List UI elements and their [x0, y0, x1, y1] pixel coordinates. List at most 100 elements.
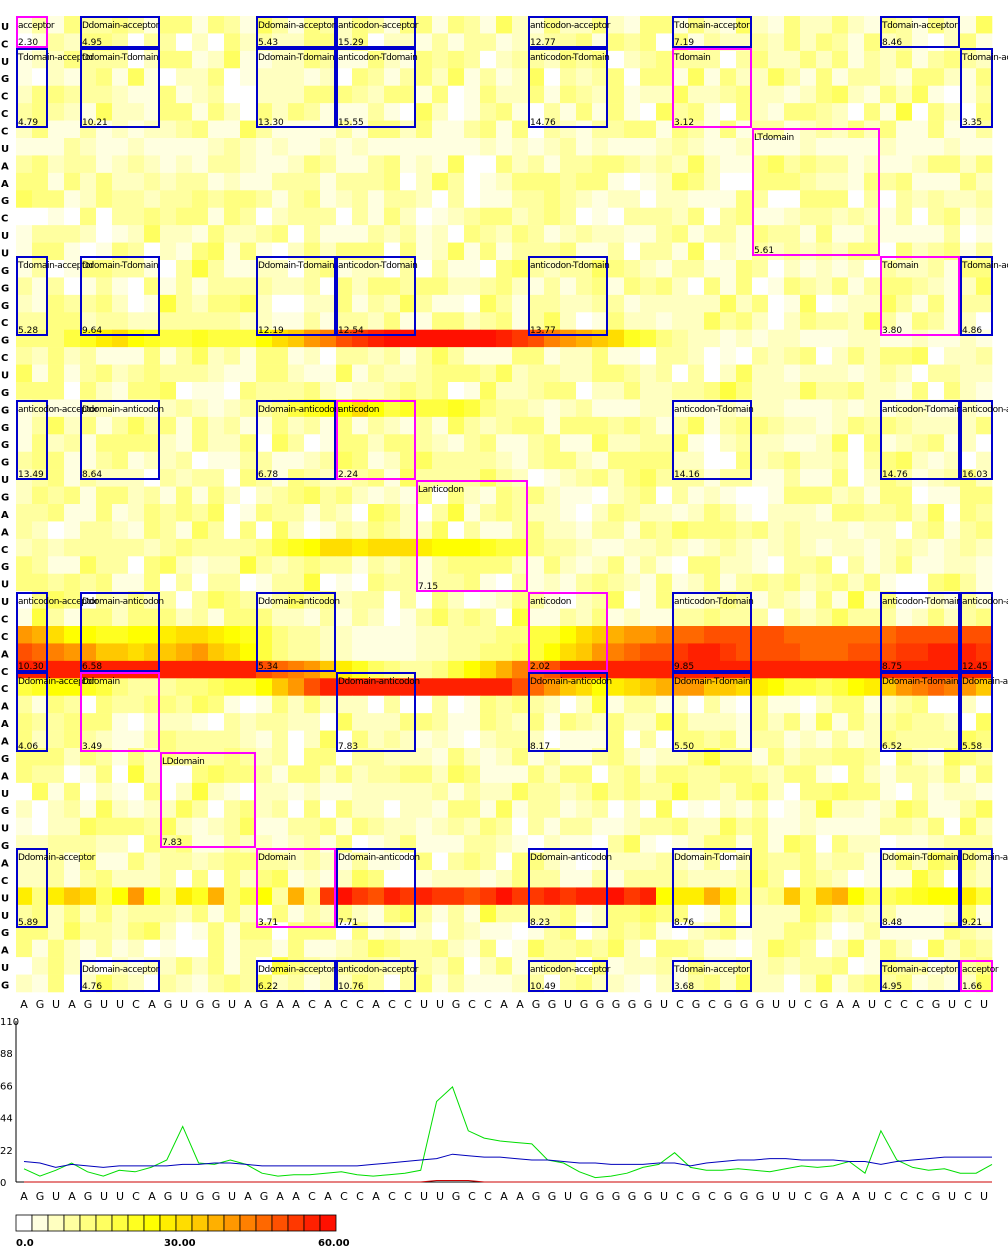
heatmap-cell [864, 260, 881, 278]
heatmap-cell [640, 120, 657, 139]
heatmap-cell [768, 922, 785, 941]
heatmap-cell [32, 904, 49, 923]
heatmap-cell [64, 678, 81, 697]
heatmap-cell [448, 957, 465, 975]
heatmap-cell [336, 748, 353, 766]
heatmap-cell [848, 939, 865, 958]
heatmap-cell [560, 591, 577, 609]
domain-box-score: 7.15 [418, 582, 438, 592]
heatmap-cell [128, 16, 145, 34]
heatmap-cell [208, 800, 225, 819]
heatmap-cell [640, 870, 657, 888]
heatmap-cell [336, 347, 353, 365]
heatmap-cell [176, 678, 193, 697]
heatmap-cell [832, 695, 849, 714]
heatmap-cell [64, 434, 81, 453]
heatmap-cell [384, 591, 401, 609]
heatmap-cell [464, 416, 481, 435]
heatmap-cell [768, 538, 785, 557]
heatmap-cell [96, 364, 113, 383]
heatmap-cell [96, 538, 113, 557]
heatmap-cell [336, 68, 353, 87]
heatmap-cell [848, 887, 865, 906]
column-nucleotide-label: A [852, 998, 860, 1011]
heatmap-cell [352, 138, 369, 156]
heatmap-cell [368, 242, 385, 261]
heatmap-cell [880, 225, 897, 243]
heatmap-cell [496, 451, 513, 470]
heatmap-cell [208, 190, 225, 209]
heatmap-cell [624, 416, 641, 435]
heatmap-cell [960, 573, 977, 592]
heatmap-cell [64, 730, 81, 749]
heatmap-cell [528, 85, 545, 104]
heatmap-cell [720, 399, 737, 418]
heatmap-cell [176, 486, 193, 505]
heatmap-cell [384, 730, 401, 749]
heatmap-cell [432, 870, 449, 888]
heatmap-cell [976, 260, 993, 278]
heatmap-cell [96, 416, 113, 435]
heatmap-cell [352, 765, 369, 784]
heatmap-cell [672, 294, 689, 313]
heatmap-cell [64, 782, 81, 801]
column-nucleotide-label: A [68, 1190, 76, 1203]
heatmap-cell [896, 172, 913, 191]
heatmap-cell [944, 800, 961, 819]
heatmap-cell [240, 434, 257, 453]
heatmap-cell [800, 817, 817, 836]
heatmap-cell [432, 33, 449, 52]
heatmap-cell [512, 713, 529, 731]
heatmap-cell [320, 312, 337, 331]
heatmap-cell [160, 260, 177, 278]
heatmap-cell [848, 556, 865, 575]
heatmap-cell [800, 103, 817, 121]
heatmap-cell [528, 782, 545, 801]
heatmap-cell [512, 242, 529, 261]
heatmap-cell [608, 329, 625, 348]
heatmap-cell [384, 451, 401, 470]
heatmap-cell [192, 835, 209, 853]
heatmap-cell [48, 242, 65, 261]
heatmap-cell [240, 312, 257, 331]
heatmap-cell [416, 225, 433, 243]
heatmap-cell [768, 486, 785, 505]
heatmap-cell [480, 765, 497, 784]
heatmap-cell [800, 713, 817, 731]
column-nucleotide-label: C [308, 998, 316, 1011]
heatmap-cell [608, 957, 625, 975]
heatmap-cell [656, 713, 673, 731]
heatmap-cell [592, 312, 609, 331]
heatmap-cell [160, 486, 177, 505]
heatmap-cell [464, 748, 481, 766]
heatmap-cell [688, 382, 705, 400]
heatmap-cell [800, 399, 817, 418]
heatmap-cell [576, 904, 593, 923]
heatmap-cell [608, 782, 625, 801]
heatmap-cell [640, 765, 657, 784]
heatmap-cell [736, 782, 753, 801]
heatmap-cell [272, 120, 289, 139]
heatmap-cell [848, 329, 865, 348]
heatmap-cell [960, 120, 977, 139]
heatmap-cell [720, 713, 737, 731]
heatmap-cell [656, 329, 673, 348]
column-nucleotide-label: U [980, 998, 988, 1011]
domain-box-score: 5.58 [962, 742, 982, 752]
heatmap-cell [128, 190, 145, 209]
column-nucleotide-label: A [500, 1190, 508, 1203]
heatmap-cell [16, 904, 33, 923]
heatmap-cell [336, 190, 353, 209]
heatmap-cell [496, 800, 513, 819]
heatmap-cell [880, 643, 897, 662]
heatmap-cell [160, 765, 177, 784]
heatmap-cell [768, 434, 785, 453]
domain-box-label: anticodon-acceptor [338, 21, 419, 31]
heatmap-cell [976, 765, 993, 784]
heatmap-cell [16, 765, 33, 784]
heatmap-cell [288, 730, 305, 749]
heatmap-cell [832, 660, 849, 679]
heatmap-cell [704, 260, 721, 278]
heatmap-cell [688, 678, 705, 697]
heatmap-cell [160, 974, 177, 993]
